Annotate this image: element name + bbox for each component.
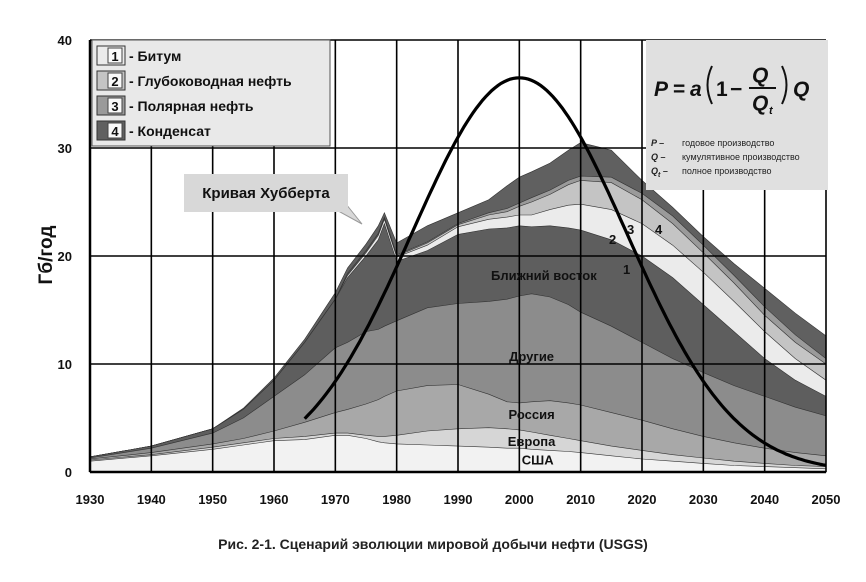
layer-number-3: 3 [627, 222, 634, 237]
x-tick-label: 1980 [382, 492, 411, 507]
tick-labels: 1930 1940 1950 1960 1970 1980 1990 2000 2010 2020… [58, 33, 841, 507]
formula-background [646, 40, 828, 190]
x-tick-label: 2010 [566, 492, 595, 507]
formula-def-symbol-3: Qt – [651, 166, 668, 179]
layer-number-annotations: 1 2 3 4 [609, 222, 663, 277]
x-tick-label: 2040 [750, 492, 779, 507]
legend-label-2: - Глубоководная нефть [129, 73, 292, 89]
formula-def-text-1: годовое производство [682, 138, 774, 148]
hubbert-callout: Кривая Хубберта [184, 174, 363, 225]
formula-def-text-2: кумулятивное производство [682, 152, 800, 162]
x-tick-label: 2050 [812, 492, 841, 507]
legend-number-box-3 [107, 97, 123, 114]
region-label-5: Ближний восток [491, 268, 597, 283]
svg-text:a: a [690, 78, 702, 101]
svg-text:=: = [673, 78, 685, 101]
formula-def-symbol-1: P – [651, 138, 664, 148]
hubbert-formula: P = a 1 − Q Q t Q [654, 64, 809, 117]
legend-number-1: 1 [111, 49, 118, 64]
y-tick-label: 0 [65, 465, 72, 480]
hubbert-label: Кривая Хубберта [202, 185, 330, 202]
legend-number-4: 4 [111, 124, 119, 139]
y-tick-label: 20 [58, 249, 72, 264]
region-label-4: Другие [509, 349, 554, 364]
formula-def-symbol-2: Q – [651, 152, 666, 162]
legend-number-box-4 [107, 122, 123, 139]
region-labels: США Европа Россия Другие Ближний восток [491, 268, 597, 468]
svg-text:P: P [654, 78, 669, 101]
x-tick-label: 1930 [76, 492, 105, 507]
layer-number-1: 1 [623, 262, 630, 277]
y-tick-label: 30 [58, 141, 72, 156]
legend-number-2: 2 [111, 74, 118, 89]
legend-number-3: 3 [111, 99, 118, 114]
hubbert-curve [303, 76, 827, 467]
x-tick-label: 1960 [260, 492, 289, 507]
legend-label-3: - Полярная нефть [129, 98, 254, 114]
svg-text:Q: Q [752, 64, 768, 87]
svg-text:Q: Q [752, 92, 768, 115]
region-label-2: Европа [508, 434, 556, 449]
legend-number-box-1 [107, 47, 123, 64]
x-tick-label: 2020 [628, 492, 657, 507]
svg-text:1: 1 [716, 78, 728, 101]
x-tick-label: 2030 [689, 492, 718, 507]
layer-number-2: 2 [609, 232, 616, 247]
y-tick-label: 40 [58, 33, 72, 48]
svg-text:Q: Q [793, 78, 809, 101]
svg-text:−: − [730, 78, 742, 101]
x-tick-label: 1970 [321, 492, 350, 507]
hubbert-curve-line [303, 76, 827, 467]
formula-definitions: P – годовое производство Q – кумулятивное п… [651, 138, 800, 179]
legend-label-1: - Битум [129, 48, 181, 64]
formula-def-text-3: полное производство [682, 166, 772, 176]
x-tick-label: 2000 [505, 492, 534, 507]
y-axis-label: Гб/год [36, 226, 57, 285]
layer-number-4: 4 [655, 222, 663, 237]
figure-caption: Рис. 2-1. Сценарий эволюции мировой добы… [218, 536, 648, 552]
formula-box: P = a 1 − Q Q t Q P – годовое производств… [646, 40, 828, 190]
region-label-1: США [522, 452, 554, 467]
svg-text:t: t [769, 105, 774, 117]
x-tick-label: 1950 [198, 492, 227, 507]
axes [88, 40, 826, 474]
legend: 1 - Битум 2 - Глубоководная нефть 3 - Полярна… [91, 39, 331, 147]
x-tick-label: 1940 [137, 492, 166, 507]
formula-def-subscript: t [658, 172, 661, 179]
legend-box [91, 39, 331, 147]
y-tick-label: 10 [58, 357, 72, 372]
legend-label-4: - Конденсат [129, 123, 211, 139]
legend-number-box-2 [107, 72, 123, 89]
formula-def-dash: – [660, 166, 668, 176]
callout-box [184, 174, 348, 212]
region-label-3: Россия [509, 407, 555, 422]
x-tick-label: 1990 [444, 492, 473, 507]
